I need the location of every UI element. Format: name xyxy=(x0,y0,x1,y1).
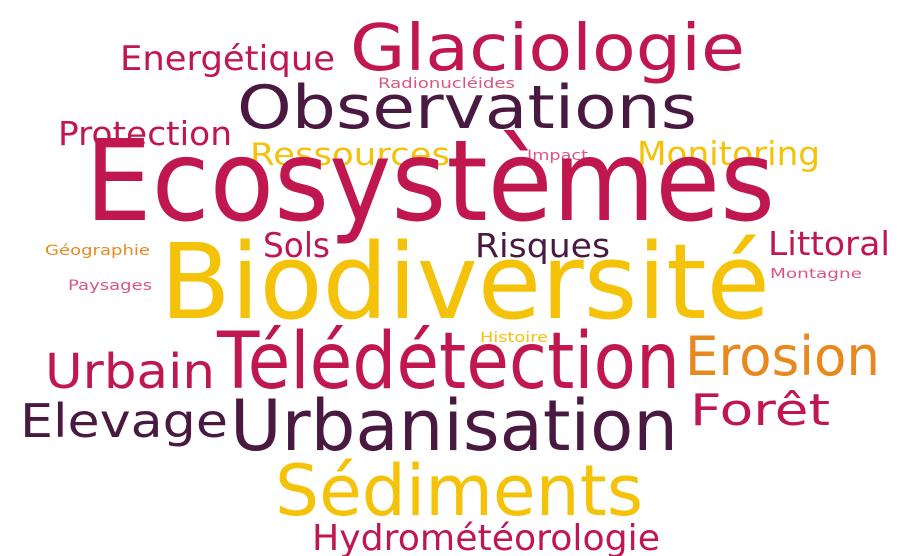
word: Ecosystèmes xyxy=(85,117,775,247)
word: Glaciologie xyxy=(350,12,745,86)
word: Risques xyxy=(475,226,610,265)
word: Energétique xyxy=(120,39,335,79)
word: Impact xyxy=(527,148,589,164)
word: Urbanisation xyxy=(230,385,678,467)
word: Hydrométéorologie xyxy=(312,518,660,556)
word: Observations xyxy=(237,73,697,143)
word: Protection xyxy=(58,114,232,153)
word: Sols xyxy=(263,226,330,266)
word: Littoral xyxy=(768,224,890,263)
word: Montagne xyxy=(770,267,862,282)
word: Sédiments xyxy=(275,450,643,532)
word: Paysages xyxy=(68,278,152,294)
word: Ressources xyxy=(250,137,450,173)
word: Géographie xyxy=(45,243,150,259)
word: Radionucléides xyxy=(378,76,515,92)
word: Monitoring xyxy=(637,134,820,173)
word: Urbain xyxy=(45,344,215,400)
word: Histoire xyxy=(480,330,548,346)
word: Forêt xyxy=(690,385,830,436)
word: Télédétection xyxy=(216,317,680,407)
word: Erosion xyxy=(685,325,880,388)
word: Elevage xyxy=(20,394,228,448)
word: Biodiversité xyxy=(160,221,770,343)
